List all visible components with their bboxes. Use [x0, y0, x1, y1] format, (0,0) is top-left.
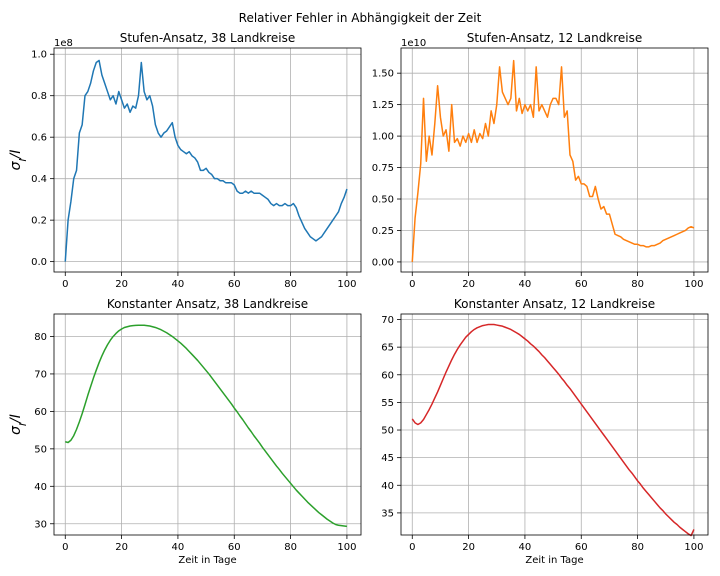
offset-text: 1e8: [54, 38, 73, 49]
y-tick-label: 1.0: [31, 50, 47, 61]
y-tick-label: 65: [381, 343, 394, 354]
y-tick-label: 30: [34, 519, 47, 530]
y-tick-label: 60: [381, 370, 394, 381]
y-axis-label: σI/I: [8, 150, 29, 171]
y-tick-label: 80: [34, 332, 47, 343]
x-tick-label: 60: [228, 279, 241, 290]
x-tick-label: 80: [631, 542, 644, 553]
x-axis-label: Zeit in Tage: [178, 555, 236, 566]
y-tick-label: 1.00: [372, 132, 394, 143]
x-tick-label: 80: [631, 279, 644, 290]
y-tick-label: 40: [381, 481, 394, 492]
y-tick-label: 35: [381, 508, 394, 519]
x-tick-label: 20: [462, 542, 475, 553]
subplot-title: Konstanter Ansatz, 12 Landkreise: [454, 297, 655, 311]
figure-suptitle: Relativer Fehler in Abhängigkeit der Zei…: [239, 11, 482, 25]
axes-frame: [400, 47, 709, 273]
y-tick-label: 0.6: [31, 133, 47, 144]
y-tick-label: 1.50: [372, 69, 394, 80]
subplot-4: 0 20 40 60 80 100 35 40 45 50 55 60 65 70 Konstanter A…: [381, 297, 709, 566]
subplot-title: Stufen-Ansatz, 38 Landkreise: [120, 31, 296, 45]
series-line: [64, 59, 348, 262]
y-tick-label: 0.0: [31, 257, 47, 268]
x-tick-label: 100: [337, 279, 356, 290]
subplot-title: Stufen-Ansatz, 12 Landkreise: [467, 31, 643, 45]
x-tick-label: 100: [684, 542, 703, 553]
x-tick-label: 0: [62, 279, 68, 290]
x-tick-label: 40: [519, 279, 532, 290]
y-tick-label: 70: [34, 369, 47, 380]
x-tick-label: 80: [284, 542, 297, 553]
x-tick-label: 20: [115, 542, 128, 553]
x-tick-label: 80: [284, 279, 297, 290]
x-tick-label: 100: [684, 279, 703, 290]
x-tick-label: 60: [228, 542, 241, 553]
x-tick-label: 40: [172, 279, 185, 290]
y-tick-label: 40: [34, 482, 47, 493]
x-tick-label: 100: [337, 542, 356, 553]
x-tick-label: 60: [575, 542, 588, 553]
axes-frame: [53, 313, 362, 536]
series-line: [411, 323, 695, 537]
y-tick-label: 60: [34, 407, 47, 418]
subplot-title: Konstanter Ansatz, 38 Landkreise: [107, 297, 308, 311]
y-tick-label: 50: [381, 426, 394, 437]
x-tick-label: 40: [172, 542, 185, 553]
subplot-2: 0 20 40 60 80 100 0.00 0.25 0.50 0.75 1.00 1.25 1.50…: [372, 31, 709, 290]
x-tick-label: 20: [115, 279, 128, 290]
series-line: [65, 324, 348, 528]
y-tick-label: 70: [381, 315, 394, 326]
axes-frame: [400, 313, 709, 536]
y-tick-label: 0.25: [372, 226, 394, 237]
x-tick-label: 0: [409, 279, 415, 290]
y-tick-label: 45: [381, 453, 394, 464]
y-axis-label: σI/I: [8, 414, 29, 435]
y-tick-label: 0.2: [31, 216, 47, 227]
subplot-3: 0 20 40 60 80 100 30 40 50 60 70 80 Konstanter Ansat…: [8, 297, 362, 566]
x-tick-label: 0: [409, 542, 415, 553]
y-tick-label: 55: [381, 398, 394, 409]
y-tick-label: 0.75: [372, 163, 394, 174]
series-line: [411, 59, 695, 262]
subplot-1: 0 20 40 60 80 100 0.0 0.2 0.4 0.6 0.8 1.0 Stufen-Ans…: [8, 31, 362, 290]
axes-frame: [53, 47, 362, 273]
y-tick-label: 0.50: [372, 195, 394, 206]
y-tick-label: 0.00: [372, 257, 394, 268]
x-tick-label: 40: [519, 542, 532, 553]
x-tick-label: 60: [575, 279, 588, 290]
y-tick-label: 0.8: [31, 91, 47, 102]
x-axis-label: Zeit in Tage: [525, 555, 583, 566]
y-tick-label: 1.25: [372, 100, 394, 111]
y-tick-label: 50: [34, 444, 47, 455]
y-tick-label: 0.4: [31, 174, 47, 185]
x-tick-label: 20: [462, 279, 475, 290]
x-tick-label: 0: [62, 542, 68, 553]
offset-text: 1e10: [401, 38, 426, 49]
